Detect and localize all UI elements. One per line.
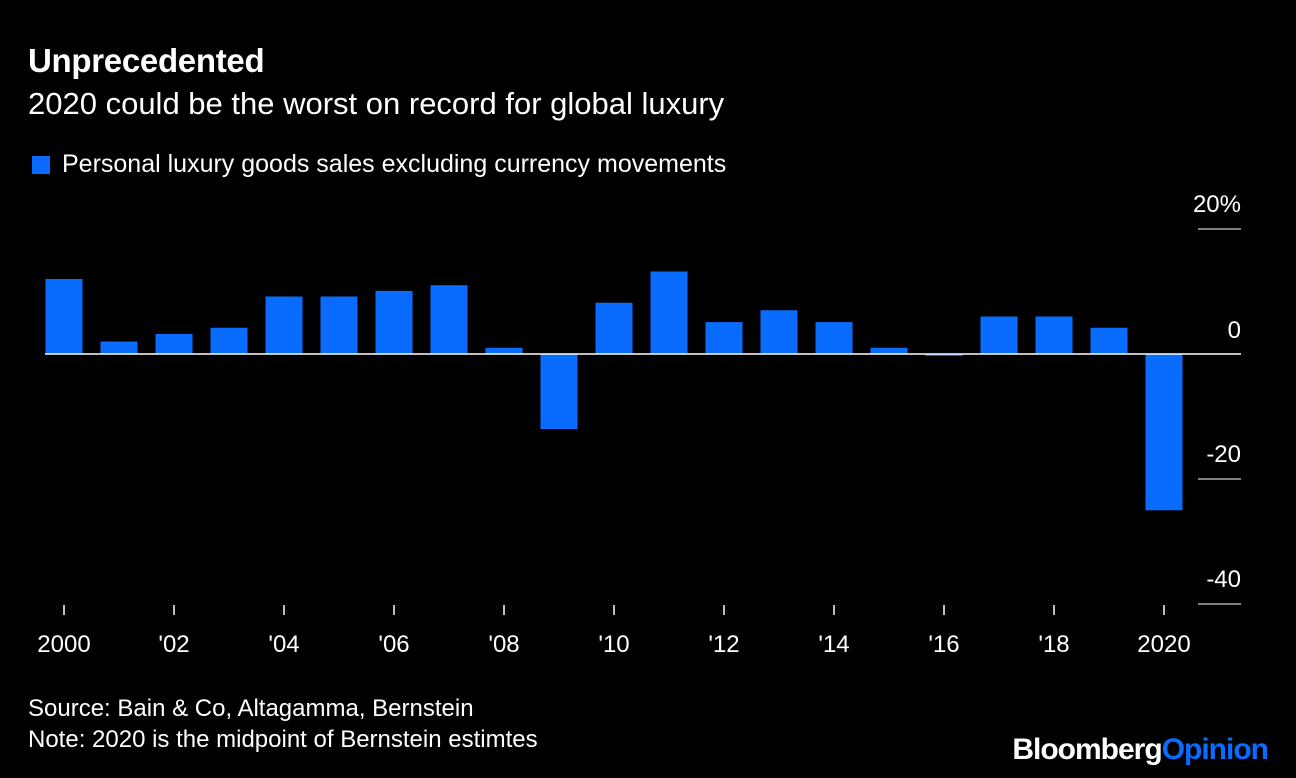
brand-logo: BloombergOpinion	[1012, 733, 1269, 767]
bar-2000	[45, 279, 83, 354]
legend: Personal luxury goods sales excluding cu…	[32, 150, 726, 179]
bar-2014	[815, 322, 853, 354]
bar-2011	[650, 271, 688, 354]
bar-2012	[705, 322, 743, 354]
x-tick-label: 2020	[1137, 631, 1190, 658]
bar-2010	[595, 302, 633, 354]
bar-2013	[760, 310, 798, 354]
x-tick-label: '10	[598, 631, 629, 658]
x-tick-label: '06	[378, 631, 409, 658]
bar-2019	[1090, 327, 1128, 354]
bar-2018	[1035, 316, 1073, 354]
bar-2004	[265, 296, 303, 354]
y-tick-label: -40	[1206, 566, 1241, 593]
x-tick-label: '04	[268, 631, 299, 658]
x-tick-label: '08	[488, 631, 519, 658]
bar-2001	[100, 341, 138, 354]
brand-logo-part1: Bloomberg	[1012, 733, 1162, 766]
bar-2008	[485, 347, 523, 354]
x-tick-label: '14	[818, 631, 849, 658]
source-note: Source: Bain & Co, Altagamma, Bernstein	[28, 695, 474, 722]
y-tick-label: -20	[1206, 441, 1241, 468]
bar-2017	[980, 316, 1018, 354]
bar-2016	[925, 354, 963, 356]
legend-label: Personal luxury goods sales excluding cu…	[62, 150, 727, 178]
x-tick-label: 2000	[37, 631, 90, 658]
brand-logo-part2: Opinion	[1161, 733, 1269, 766]
x-tick-label: '16	[928, 631, 959, 658]
x-tick-label: '02	[158, 631, 189, 658]
y-tick-label: 0	[1228, 317, 1241, 344]
bar-2009	[540, 354, 578, 429]
x-tick-label: '12	[708, 631, 739, 658]
bar-2020	[1145, 354, 1183, 511]
bar-2003	[210, 327, 248, 354]
footnote: Note: 2020 is the midpoint of Bernstein …	[28, 726, 538, 753]
y-tick-label: 20%	[1193, 191, 1241, 218]
bar-2015	[870, 347, 908, 354]
bar-2005	[320, 296, 358, 354]
legend-swatch	[32, 155, 50, 174]
x-tick-label: '18	[1038, 631, 1069, 658]
bar-2007	[430, 285, 468, 354]
chart-subtitle: 2020 could be the worst on record for gl…	[28, 86, 725, 121]
bar-2002	[155, 334, 193, 354]
bar-2006	[375, 290, 413, 354]
chart-title: Unprecedented	[28, 42, 265, 79]
